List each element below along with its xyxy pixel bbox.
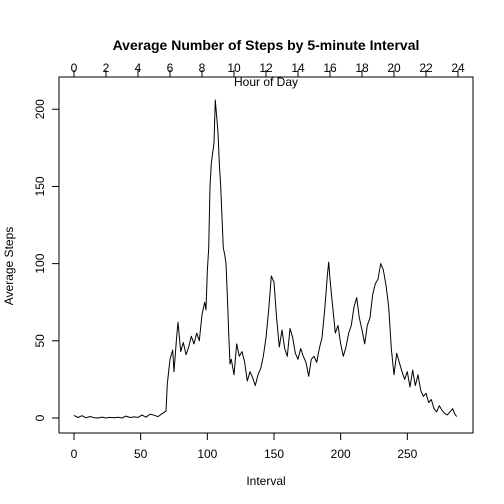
x-tick-label: 150 [264, 447, 284, 461]
top-tick-label: 0 [71, 61, 78, 75]
top-tick-label: 6 [167, 61, 174, 75]
y-tick-label: 50 [33, 334, 47, 348]
chart-title: Average Number of Steps by 5-minute Inte… [113, 37, 420, 53]
y-axis-label: Average Steps [2, 227, 16, 306]
top-tick-label: 4 [135, 61, 142, 75]
top-tick-label: 22 [419, 61, 433, 75]
top-tick-label: 20 [387, 61, 401, 75]
y-tick-label: 100 [33, 253, 47, 273]
x-tick-label: 250 [397, 447, 417, 461]
top-tick-label: 18 [355, 61, 369, 75]
x-tick-label: 100 [197, 447, 217, 461]
top-tick-label: 24 [451, 61, 465, 75]
top-tick-label: 8 [199, 61, 206, 75]
x-axis-label: Interval [246, 474, 285, 488]
top-tick-label: 16 [323, 61, 337, 75]
top-tick-label: 10 [227, 61, 241, 75]
top-axis-label: Hour of Day [234, 75, 298, 89]
average-steps-line [73, 99, 458, 419]
y-tick-label: 150 [33, 176, 47, 196]
x-tick-label: 0 [71, 447, 78, 461]
top-tick-label: 12 [259, 61, 273, 75]
x-tick-label: 200 [331, 447, 351, 461]
x-tick-label: 50 [134, 447, 148, 461]
y-tick-label: 0 [33, 414, 47, 421]
y-tick-label: 200 [33, 99, 47, 119]
top-tick-label: 2 [103, 61, 110, 75]
top-tick-label: 14 [291, 61, 305, 75]
